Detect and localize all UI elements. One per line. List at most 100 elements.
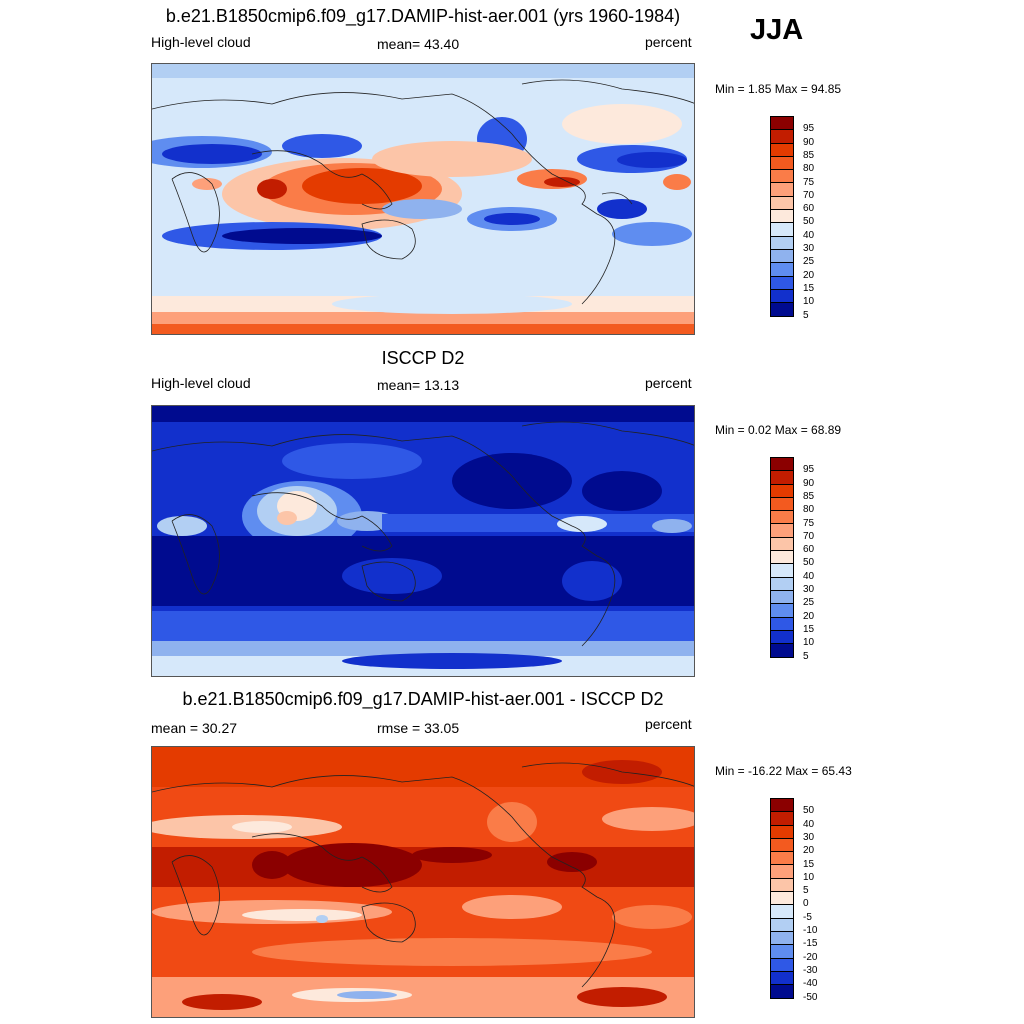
colorbar-swatch — [771, 865, 793, 879]
colorbar-swatch — [771, 564, 793, 578]
colorbar-swatch — [771, 838, 793, 853]
colorbar-swatch — [771, 130, 793, 144]
colorbar-tick-label: 30 — [803, 584, 815, 595]
colorbar-tick-label: 80 — [803, 163, 815, 175]
colorbar-tick-label: 0 — [803, 898, 809, 910]
colorbar-swatch — [771, 590, 793, 605]
colorbar-swatch — [771, 617, 793, 631]
panel-2-variable-label: High-level cloud — [151, 375, 251, 391]
colorbar-tick-label: -15 — [803, 938, 818, 950]
panel-2-colorbar — [770, 457, 794, 659]
panel-2-map — [151, 405, 695, 677]
colorbar-swatch — [771, 276, 793, 290]
colorbar-swatch — [771, 484, 793, 498]
colorbar-tick-label: 5 — [803, 309, 809, 321]
coastlines — [152, 79, 694, 305]
colorbar-swatch — [771, 985, 793, 999]
panel-1-map — [151, 63, 695, 335]
colorbar-swatch — [771, 812, 793, 826]
contour-region — [192, 178, 222, 190]
contour-region — [412, 847, 492, 863]
colorbar-swatch — [771, 958, 793, 972]
contour-region — [282, 134, 362, 158]
colorbar-swatch — [771, 471, 793, 485]
colorbar-tick-label: 20 — [803, 610, 815, 622]
contour-region — [382, 199, 462, 219]
colorbar-swatch — [771, 223, 793, 237]
colorbar-tick-label: 5 — [803, 650, 809, 662]
contour-region — [282, 843, 422, 887]
colorbar-tick-label: 25 — [803, 597, 815, 609]
colorbar-swatch — [771, 524, 793, 538]
contour-region — [257, 179, 287, 199]
colorbar-tick-label: 15 — [803, 623, 815, 635]
panel-1-units-label: percent — [645, 34, 692, 50]
colorbar-swatch — [771, 249, 793, 264]
panel-2-title: ISCCP D2 — [381, 348, 465, 368]
colorbar-swatch — [771, 170, 793, 184]
contour-region — [162, 144, 262, 164]
contour-region — [332, 294, 572, 314]
panel-1-map-svg — [152, 64, 694, 334]
colorbar-tick-label: 5 — [803, 885, 809, 897]
contour-region — [462, 895, 562, 919]
colorbar-tick-label: 40 — [803, 818, 815, 830]
colorbar-tick-label: 60 — [803, 203, 815, 215]
contour-region — [617, 152, 687, 168]
colorbar-tick-label: -30 — [803, 964, 818, 976]
colorbar-swatch — [771, 644, 793, 658]
contour-region — [342, 558, 442, 594]
colorbar-tick-label: 50 — [803, 557, 815, 569]
contour-region — [157, 516, 207, 536]
contour-region — [152, 64, 694, 78]
coastlines — [152, 762, 694, 988]
contour-region — [382, 514, 694, 532]
contour-region — [342, 653, 562, 669]
colorbar-tick-label: -10 — [803, 925, 818, 936]
colorbar-tick-label: 40 — [803, 570, 815, 582]
coastlines — [152, 421, 694, 647]
colorbar-tick-label: 30 — [803, 831, 815, 843]
panel-1-title: b.e21.B1850cmip6.f09_g17.DAMIP-hist-aer.… — [165, 6, 681, 26]
colorbar-swatch — [771, 303, 793, 317]
colorbar-tick-label: 25 — [803, 256, 815, 268]
colorbar-swatch — [771, 604, 793, 618]
colorbar-tick-label: 85 — [803, 490, 815, 502]
colorbar-swatch — [771, 537, 793, 552]
contour-region — [484, 213, 540, 225]
colorbar-tick-label: 10 — [803, 637, 815, 649]
contour-region — [612, 222, 692, 246]
colorbar-swatch — [771, 918, 793, 932]
colorbar-tick-label: 95 — [803, 123, 815, 135]
colorbar-tick-label: 75 — [803, 517, 815, 529]
contour-region — [372, 141, 532, 177]
colorbar-tick-label: -20 — [803, 951, 818, 963]
colorbar-tick-label: 50 — [803, 805, 815, 817]
panel-2-map-svg — [152, 406, 694, 676]
panel-2-minmax: Min = 0.02 Max = 68.89 — [715, 423, 842, 437]
contour-region — [316, 915, 328, 923]
season-label: JJA — [750, 14, 804, 46]
colorbar-swatch — [771, 892, 793, 906]
panel-3-colorbar — [770, 798, 794, 1000]
colorbar-swatch — [771, 183, 793, 197]
contour-region — [182, 994, 262, 1010]
contour-region — [222, 228, 382, 244]
panel-3-units-label: percent — [645, 716, 692, 732]
colorbar-swatch — [771, 905, 793, 919]
colorbar-tick-label: 90 — [803, 136, 815, 148]
contour-region — [232, 821, 292, 833]
colorbar-swatch — [771, 878, 793, 893]
colorbar-swatch — [771, 551, 793, 565]
colorbar-tick-label: 70 — [803, 530, 815, 542]
contour-region — [652, 519, 692, 533]
contour-region — [277, 511, 297, 525]
contour-region — [242, 909, 362, 921]
panel-3-title: b.e21.B1850cmip6.f09_g17.DAMIP-hist-aer.… — [182, 689, 664, 709]
colorbar-tick-label: 15 — [803, 858, 815, 870]
contour-region — [547, 852, 597, 872]
contour-region — [597, 199, 647, 219]
colorbar-tick-label: 40 — [803, 229, 815, 241]
colorbar-tick-label: 20 — [803, 845, 815, 857]
colorbar-swatch — [771, 196, 793, 211]
